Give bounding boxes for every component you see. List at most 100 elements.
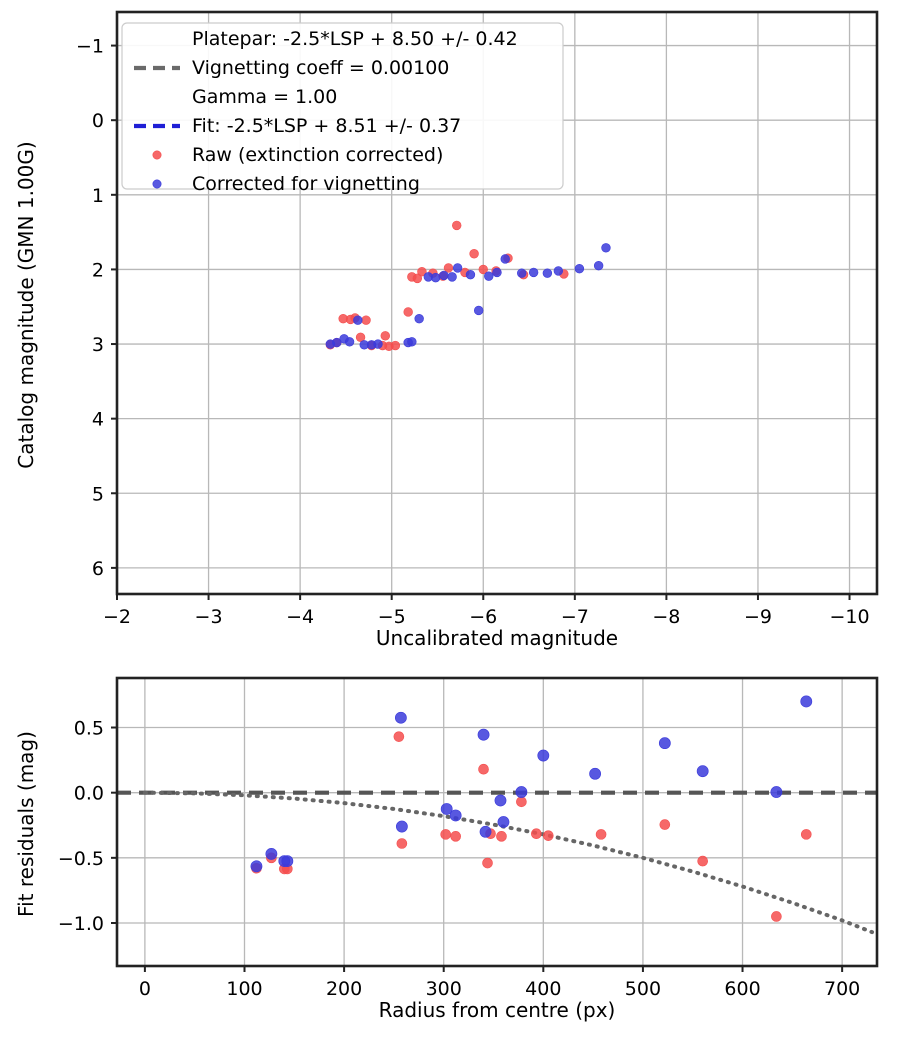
residual-point-raw [441, 829, 451, 839]
x-tick-label: −3 [195, 606, 223, 628]
y-tick-label: −1.0 [58, 913, 104, 935]
residual-point-corrected [590, 768, 601, 779]
residual-point-raw [483, 858, 493, 868]
x-tick-label: 700 [824, 978, 860, 1000]
x-tick-label: −9 [744, 606, 772, 628]
residual-point-corrected [251, 861, 262, 872]
figure-canvas: −2−3−4−5−6−7−8−9−10−10123456 Uncalibrate… [0, 0, 900, 1050]
data-point-raw [470, 249, 479, 258]
data-point-corrected [602, 243, 611, 252]
data-point-raw [339, 314, 348, 323]
data-point-raw [452, 221, 461, 230]
residual-point-corrected [480, 826, 491, 837]
residual-point-corrected [771, 786, 782, 797]
residual-point-corrected [478, 729, 489, 740]
x-tick-label: 400 [525, 978, 561, 1000]
data-point-corrected [554, 267, 563, 276]
top-y-axis-label: Catalog magnitude (GMN 1.00G) [14, 141, 38, 468]
top-x-axis-label: Uncalibrated magnitude [376, 626, 618, 650]
residual-point-corrected [801, 696, 812, 707]
x-tick-label: −2 [103, 606, 131, 628]
legend-label: Corrected for vignetting [192, 173, 420, 195]
data-point-corrected [529, 268, 538, 277]
residual-point-raw [531, 829, 541, 839]
y-tick-label: 3 [92, 334, 104, 356]
y-tick-label: 0.0 [74, 783, 104, 805]
legend-label: Gamma = 1.00 [192, 86, 337, 108]
x-tick-label: −4 [286, 606, 314, 628]
data-point-raw [362, 316, 371, 325]
legend-label: Raw (extinction corrected) [192, 144, 443, 166]
residual-point-corrected [659, 738, 670, 749]
residual-point-raw [801, 829, 811, 839]
y-tick-label: 4 [92, 409, 104, 431]
data-point-corrected [493, 268, 502, 277]
y-tick-label: 0.5 [74, 718, 104, 740]
residual-point-raw [543, 831, 553, 841]
data-point-corrected [415, 314, 424, 323]
data-point-corrected [431, 273, 440, 282]
data-point-corrected [543, 269, 552, 278]
x-tick-label: −6 [469, 606, 497, 628]
legend: Platepar: -2.5*LSP + 8.50 +/- 0.42Vignet… [122, 23, 563, 195]
y-tick-label: 1 [92, 185, 104, 207]
y-tick-label: 0 [92, 110, 104, 132]
data-point-corrected [407, 337, 416, 346]
residual-point-raw [451, 831, 461, 841]
bottom-x-axis-label: Radius from centre (px) [379, 998, 616, 1022]
residual-point-corrected [395, 712, 406, 723]
data-point-corrected [353, 316, 362, 325]
residual-point-raw [479, 764, 489, 774]
data-point-corrected [517, 269, 526, 278]
x-tick-label: −7 [561, 606, 589, 628]
data-point-corrected [439, 271, 448, 280]
data-point-corrected [474, 306, 483, 315]
legend-marker-handle [153, 151, 161, 159]
legend-label: Fit: -2.5*LSP + 8.51 +/- 0.37 [192, 115, 461, 137]
residual-point-corrected [450, 810, 461, 821]
residual-point-corrected [396, 821, 407, 832]
residual-point-corrected [697, 766, 708, 777]
data-point-corrected [501, 255, 510, 264]
data-point-corrected [466, 270, 475, 279]
residual-point-raw [660, 820, 670, 830]
residual-point-raw [394, 732, 404, 742]
data-point-corrected [360, 340, 369, 349]
y-tick-label: 6 [92, 558, 104, 580]
residual-point-corrected [516, 786, 527, 797]
y-tick-label: 2 [92, 259, 104, 281]
residual-point-corrected [282, 855, 293, 866]
x-tick-label: 100 [226, 978, 262, 1000]
data-point-corrected [448, 272, 457, 281]
x-tick-label: 500 [625, 978, 661, 1000]
x-tick-label: 600 [724, 978, 760, 1000]
matplotlib-figure: −2−3−4−5−6−7−8−9−10−10123456 Uncalibrate… [0, 0, 900, 1050]
residual-point-corrected [266, 848, 277, 859]
data-point-raw [381, 331, 390, 340]
data-point-raw [404, 308, 413, 317]
residual-point-raw [516, 797, 526, 807]
x-tick-label: −5 [378, 606, 406, 628]
data-point-corrected [484, 272, 493, 281]
x-tick-label: 0 [139, 978, 151, 1000]
residual-point-raw [496, 831, 506, 841]
residual-point-corrected [498, 816, 509, 827]
residual-point-raw [596, 829, 606, 839]
residual-point-corrected [495, 795, 506, 806]
x-tick-label: −10 [829, 606, 869, 628]
data-point-corrected [594, 261, 603, 270]
data-point-corrected [326, 340, 335, 349]
x-tick-label: 200 [326, 978, 362, 1000]
residual-point-raw [698, 856, 708, 866]
y-tick-label: −0.5 [58, 848, 104, 870]
x-tick-label: 300 [426, 978, 462, 1000]
legend-marker-handle [153, 180, 161, 188]
y-tick-label: 5 [92, 483, 104, 505]
residual-point-raw [397, 839, 407, 849]
data-point-corrected [575, 264, 584, 273]
y-tick-label: −1 [76, 36, 104, 58]
x-tick-label: −8 [652, 606, 680, 628]
residual-point-raw [771, 911, 781, 921]
legend-label: Platepar: -2.5*LSP + 8.50 +/- 0.42 [192, 28, 518, 50]
bottom-y-axis-label: Fit residuals (mag) [14, 731, 38, 917]
